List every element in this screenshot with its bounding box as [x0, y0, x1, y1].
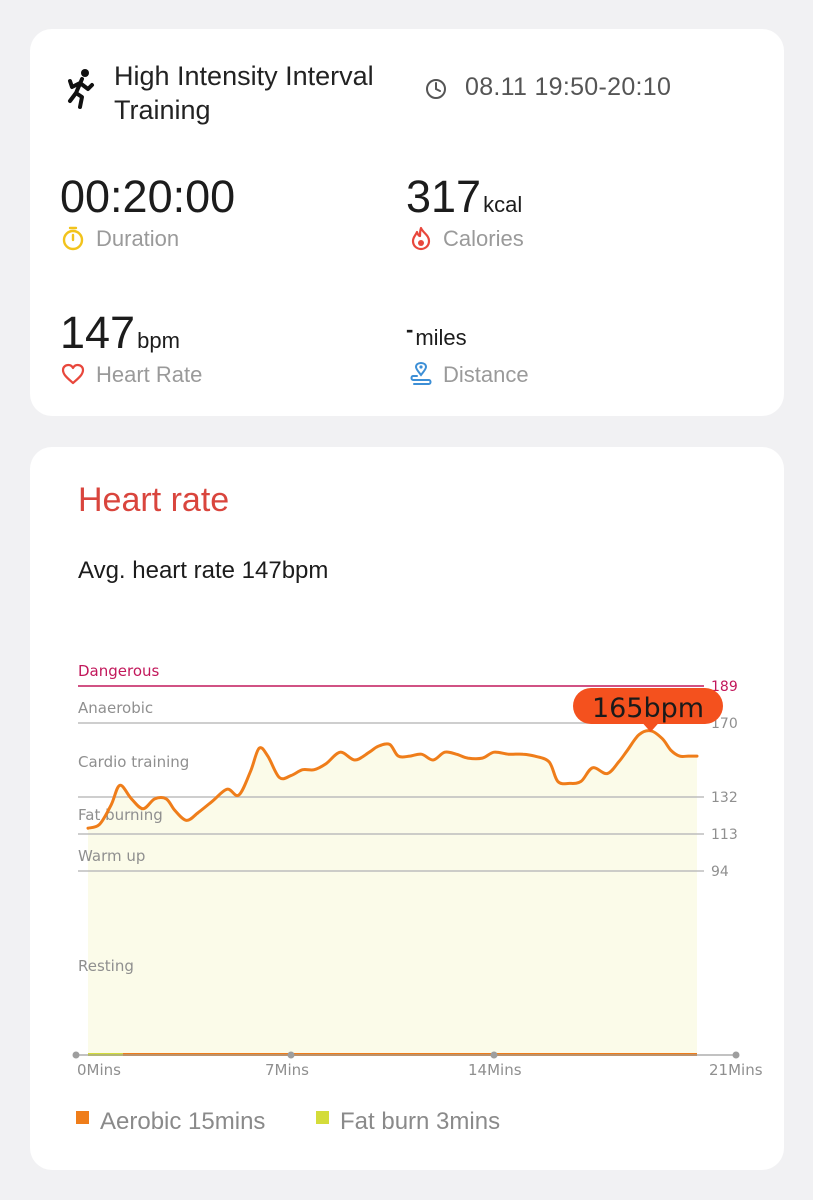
duration-value: 00:20:00: [60, 171, 236, 222]
legend-label-fat-burn: Fat burn 3mins: [340, 1108, 501, 1135]
distance-metric: -miles: [406, 317, 467, 355]
running-person-icon: [68, 69, 94, 109]
zone-threshold-fat-burning: 113: [711, 827, 738, 843]
stopwatch-icon: [62, 226, 84, 251]
calories-unit: kcal: [483, 192, 523, 217]
zone-threshold-dangerous: 189: [711, 679, 738, 695]
heart-rate-metric: 147bpm: [60, 307, 180, 367]
duration-metric: 00:20:00: [60, 171, 235, 223]
calories-value: 317: [406, 171, 482, 222]
heart-rate-card: Heart rate Avg. heart rate 147bpm 189 Dan…: [30, 447, 784, 1170]
heart-rate-label: Heart Rate: [96, 362, 203, 387]
distance-label: Distance: [443, 362, 529, 387]
legend-swatch-fat-burn: [316, 1111, 329, 1124]
x-tick-dot: [732, 1051, 740, 1059]
heart-rate-title: Heart rate: [78, 481, 230, 519]
workout-time-range: 08.11 19:50-20:10: [465, 73, 672, 101]
duration-label: Duration: [96, 226, 180, 251]
legend-label-aerobic: Aerobic 15mins: [100, 1108, 266, 1135]
tooltip-label: 165bpm: [592, 693, 704, 724]
x-tick-label: 14Mins: [468, 1061, 522, 1079]
activity-title: High Intensity Interval Training: [114, 61, 374, 125]
x-tick-dot: [490, 1051, 498, 1059]
zone-label-fat-burning: Fat burning: [78, 806, 163, 824]
zone-threshold-cardio-training: 132: [711, 790, 738, 806]
zone-label-warm-up: Warm up: [78, 847, 145, 865]
zone-label-dangerous: Dangerous: [78, 662, 160, 680]
legend-item-fat-burn: [316, 1111, 329, 1124]
calories-label: Calories: [443, 226, 524, 251]
calories-metric: 317kcal: [406, 171, 522, 231]
tooltip-pointer: [642, 723, 659, 732]
heart-rate-chart: 189 Dangerous 170 Anaerobic 132 Cardio traini…: [72, 662, 763, 1079]
distance-unit: miles: [415, 325, 467, 350]
x-tick-label: 7Mins: [265, 1061, 309, 1079]
zone-threshold-warm-up: 94: [711, 864, 729, 880]
heart-rate-line: [86, 729, 699, 830]
flame-icon: [411, 226, 431, 251]
x-tick-dot: [72, 1051, 80, 1059]
heart-rate-unit: bpm: [137, 328, 180, 353]
zone-label-anaerobic: Anaerobic: [78, 699, 153, 717]
zone-label-cardio-training: Cardio training: [78, 753, 189, 771]
route-icon: [410, 361, 432, 385]
heart-icon: [61, 363, 85, 385]
chart-area-fill: [88, 730, 697, 1055]
legend-item-aerobic: [76, 1111, 89, 1124]
distance-value: -: [406, 317, 414, 342]
x-tick-dot: [287, 1051, 295, 1059]
zone-threshold-anaerobic: 170: [711, 716, 738, 732]
average-heart-rate: Avg. heart rate 147bpm: [78, 557, 329, 584]
legend-swatch-aerobic: [76, 1111, 89, 1124]
x-tick-label: 0Mins: [77, 1061, 121, 1079]
workout-summary-card: High Intensity Interval Training 08.11 1…: [30, 29, 784, 416]
zone-label-resting: Resting: [78, 957, 134, 975]
heart-rate-value: 147: [60, 307, 136, 358]
tooltip-bubble: [573, 688, 723, 724]
clock-icon: [426, 79, 446, 99]
x-tick-label: 21Mins: [709, 1061, 763, 1079]
